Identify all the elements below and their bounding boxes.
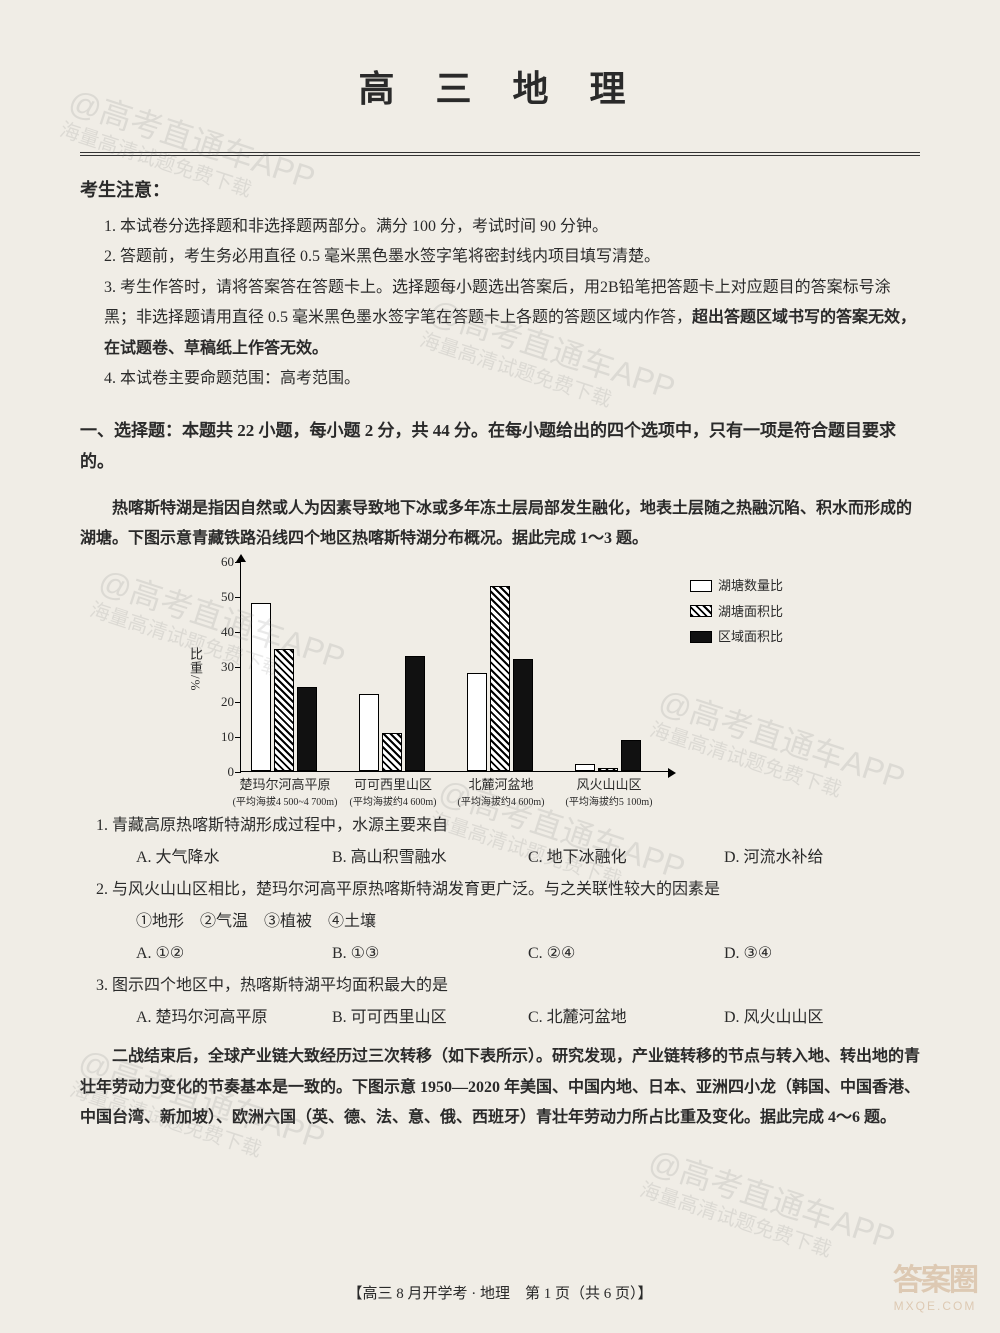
option: D. 河流水补给 (724, 842, 920, 874)
notice-list: 1. 本试卷分选择题和非选择题两部分。满分 100 分，考试时间 90 分钟。 … (104, 212, 920, 394)
y-tick-label: 40 (210, 624, 234, 640)
bar-group (251, 603, 331, 771)
legend-swatch-icon (690, 580, 712, 592)
option: D. ③④ (724, 938, 920, 970)
y-axis-arrow-icon (236, 554, 246, 562)
page-title: 高 三 地 理 (80, 60, 920, 112)
option: B. ①③ (332, 938, 528, 970)
bar (359, 694, 379, 771)
bar (621, 740, 641, 772)
passage-2: 二战结束后，全球产业链大致经历过三次转移（如下表所示）。研究发现，产业链转移的节… (80, 1042, 920, 1133)
option: C. 北麓河盆地 (528, 1002, 724, 1034)
notice-item: 4. 本试卷主要命题范围：高考范围。 (104, 364, 920, 394)
bar (382, 733, 402, 772)
legend-item: 区域面积比 (690, 625, 783, 648)
x-tick-label: 北麓河盆地(平均海拔约4 600m) (448, 774, 554, 808)
option: C. ②④ (528, 938, 724, 970)
legend-swatch-icon (690, 631, 712, 643)
legend-item: 湖塘数量比 (690, 574, 783, 597)
question-3: 3. 图示四个地区中，热喀斯特湖平均面积最大的是 (96, 970, 920, 1002)
question-3-options: A. 楚玛尔河高平原 B. 可可西里山区 C. 北麓河盆地 D. 风火山山区 (136, 1002, 920, 1034)
bar (490, 586, 510, 772)
bar (598, 768, 618, 772)
y-tick-label: 20 (210, 694, 234, 710)
bar (467, 673, 487, 771)
option: D. 风火山山区 (724, 1002, 920, 1034)
notice-item: 1. 本试卷分选择题和非选择题两部分。满分 100 分，考试时间 90 分钟。 (104, 212, 920, 242)
option: A. ①② (136, 938, 332, 970)
y-tick-label: 0 (210, 764, 234, 780)
option: B. 可可西里山区 (332, 1002, 528, 1034)
question-2-options: A. ①② B. ①③ C. ②④ D. ③④ (136, 938, 920, 970)
bar (297, 687, 317, 771)
question-2: 2. 与风火山山区相比，楚玛尔河高平原热喀斯特湖发育更广泛。与之关联性较大的因素… (96, 874, 920, 906)
chart-plot-area (240, 562, 670, 772)
bar (274, 649, 294, 772)
bar-group (359, 656, 439, 772)
bar (405, 656, 425, 772)
x-tick-label: 可可西里山区(平均海拔约4 600m) (340, 774, 446, 808)
watermark: @高考直通车APP海量高清试题免费下载 (637, 1142, 900, 1281)
title-divider (80, 152, 920, 156)
question-1: 1. 青藏高原热喀斯特湖形成过程中，水源主要来自 (96, 810, 920, 842)
bar (575, 764, 595, 771)
option: A. 大气降水 (136, 842, 332, 874)
bar-group (467, 586, 547, 772)
legend-swatch-icon (690, 605, 712, 617)
x-tick-label: 楚玛尔河高平原(平均海拔4 500~4 700m) (232, 774, 338, 808)
y-tick-label: 30 (210, 659, 234, 675)
question-2-statements: ①地形 ②气温 ③植被 ④土壤 (136, 906, 920, 938)
chart-legend: 湖塘数量比 湖塘面积比 区域面积比 (690, 574, 783, 650)
x-tick-label: 风火山山区(平均海拔约5 100m) (556, 774, 662, 808)
bar (251, 603, 271, 771)
corner-brand-logo: 答案圈 MXQE.COM (890, 1255, 980, 1315)
notice-item: 3. 考生作答时，请将答案答在答题卡上。选择题每小题选出答案后，用2B铅笔把答题… (104, 273, 920, 364)
passage-1: 热喀斯特湖是指因自然或人为因素导致地下冰或多年冻土层局部发生融化，地表土层随之热… (80, 494, 920, 555)
chart-thermokarst: 比重/% 0102030405060 楚玛尔河高平原(平均海拔4 500~4 7… (180, 562, 820, 802)
bar-group (575, 740, 655, 772)
part1-heading: 一、选择题：本题共 22 小题，每小题 2 分，共 44 分。在每小题给出的四个… (80, 416, 920, 477)
option: A. 楚玛尔河高平原 (136, 1002, 332, 1034)
question-1-options: A. 大气降水 B. 高山积雪融水 C. 地下冰融化 D. 河流水补给 (136, 842, 920, 874)
legend-item: 湖塘面积比 (690, 600, 783, 623)
y-axis-label: 比重/% (186, 647, 205, 691)
y-tick-label: 60 (210, 554, 234, 570)
notice-heading: 考生注意： (80, 176, 920, 202)
option: C. 地下冰融化 (528, 842, 724, 874)
y-tick-label: 10 (210, 729, 234, 745)
bar (513, 659, 533, 771)
y-tick-label: 50 (210, 589, 234, 605)
notice-item: 2. 答题前，考生务必用直径 0.5 毫米黑色墨水签字笔将密封线内项目填写清楚。 (104, 242, 920, 272)
option: B. 高山积雪融水 (332, 842, 528, 874)
page-footer: 【高三 8 月开学考 · 地理 第 1 页（共 6 页）】 (80, 1282, 920, 1303)
